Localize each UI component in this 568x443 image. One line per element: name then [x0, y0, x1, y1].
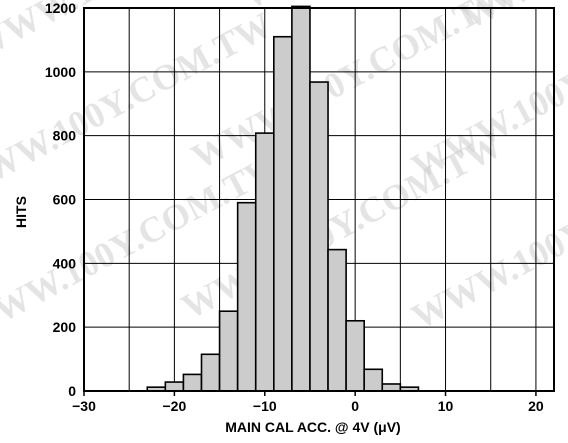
- y-tick-label: 0: [68, 383, 76, 399]
- x-axis-label: MAIN CAL ACC. @ 4V (μV): [225, 419, 400, 435]
- x-tick-label: −30: [72, 398, 96, 414]
- histogram-bar: [309, 81, 329, 392]
- histogram-bar: [345, 319, 365, 392]
- bars-layer: [146, 5, 420, 392]
- histogram-bar: [236, 201, 257, 392]
- ticks-layer: 0 200 400 600 800 1000 1200 −30 −20 −10 0 10 20: [45, 0, 544, 414]
- histogram-bar: [164, 381, 185, 392]
- histogram-bar: [273, 35, 293, 392]
- histogram-bar: [218, 310, 239, 392]
- x-tick-label: 10: [438, 398, 454, 414]
- histogram-bar: [327, 248, 347, 392]
- histogram-bar: [182, 373, 203, 392]
- y-tick-label: 200: [53, 319, 77, 335]
- histogram-bar: [363, 368, 384, 392]
- y-tick-label: 800: [53, 128, 77, 144]
- plot-frame: [83, 7, 555, 392]
- x-tick-label: −10: [253, 398, 277, 414]
- histogram-bar: [200, 353, 221, 392]
- x-tick-label: −20: [163, 398, 187, 414]
- x-tick-label: 20: [528, 398, 544, 414]
- y-axis-label: HITS: [13, 196, 29, 228]
- axis-layer: [83, 7, 555, 392]
- histogram-bar: [381, 383, 402, 392]
- y-tick-label: 400: [53, 255, 77, 271]
- y-tick-label: 1000: [45, 64, 76, 80]
- y-tick-label: 1200: [45, 0, 76, 16]
- x-tick-label: 0: [351, 398, 359, 414]
- histogram-bar: [254, 132, 275, 392]
- histogram-bar: [291, 5, 311, 392]
- y-tick-label: 600: [53, 192, 77, 208]
